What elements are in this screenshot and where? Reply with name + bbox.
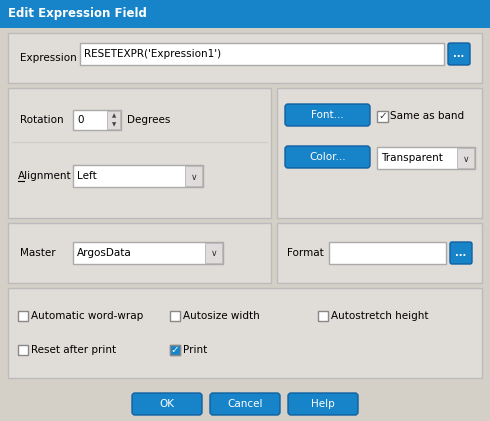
Text: Help: Help [311,399,335,409]
FancyBboxPatch shape [132,393,202,415]
Bar [73,242,223,264]
Text: ArgosData: ArgosData [77,248,132,258]
Text: Font...: Font... [311,110,344,120]
Text: Expression: Expression [20,53,77,63]
Text: Autosize width: Autosize width [183,311,260,321]
Text: Degrees: Degrees [127,115,171,125]
Text: ∨: ∨ [191,173,197,181]
Text: ▲: ▲ [112,114,116,118]
Bar [377,147,475,169]
Text: Cancel: Cancel [227,399,263,409]
Text: ✓: ✓ [378,111,387,121]
Bar [377,110,388,122]
Bar [0,0,490,28]
Text: Format: Format [287,248,324,258]
Text: Reset after print: Reset after print [31,345,116,355]
FancyBboxPatch shape [210,393,280,415]
Text: Print: Print [183,345,207,355]
Bar [277,223,482,283]
Bar [8,88,271,218]
Text: RESETEXPR('Expression1'): RESETEXPR('Expression1') [84,49,221,59]
Bar [457,148,474,168]
Text: Edit Expression Field: Edit Expression Field [8,8,147,21]
Bar [318,311,328,321]
Text: ∨: ∨ [463,155,469,163]
FancyBboxPatch shape [288,393,358,415]
FancyBboxPatch shape [450,242,472,264]
Bar [329,242,446,264]
Bar [185,166,202,186]
Bar [8,223,271,283]
Bar [205,243,222,263]
Bar [170,311,180,321]
Bar [18,311,28,321]
Bar [8,33,482,83]
Text: ∨: ∨ [211,250,217,258]
Bar [18,345,28,355]
Text: ✓: ✓ [171,345,179,355]
Text: ...: ... [455,248,466,258]
Bar [8,288,482,378]
Text: Automatic word-wrap: Automatic word-wrap [31,311,143,321]
Text: ▼: ▼ [112,122,116,127]
Bar [73,165,203,187]
Bar [73,110,121,130]
FancyBboxPatch shape [285,104,370,126]
Text: Transparent: Transparent [381,153,443,163]
Text: Same as band: Same as band [390,111,464,121]
Text: Rotation: Rotation [20,115,64,125]
Text: ...: ... [453,49,465,59]
Text: Master: Master [20,248,56,258]
Text: 0: 0 [77,115,83,125]
FancyBboxPatch shape [448,43,470,65]
Bar [107,111,120,129]
Bar [170,345,180,355]
FancyBboxPatch shape [285,146,370,168]
Text: Color...: Color... [309,152,346,162]
Bar [80,43,444,65]
Text: Alignment: Alignment [18,171,72,181]
Text: OK: OK [160,399,174,409]
Bar [170,345,180,355]
Text: Autostretch height: Autostretch height [331,311,428,321]
Bar [277,88,482,218]
Text: Left: Left [77,171,97,181]
